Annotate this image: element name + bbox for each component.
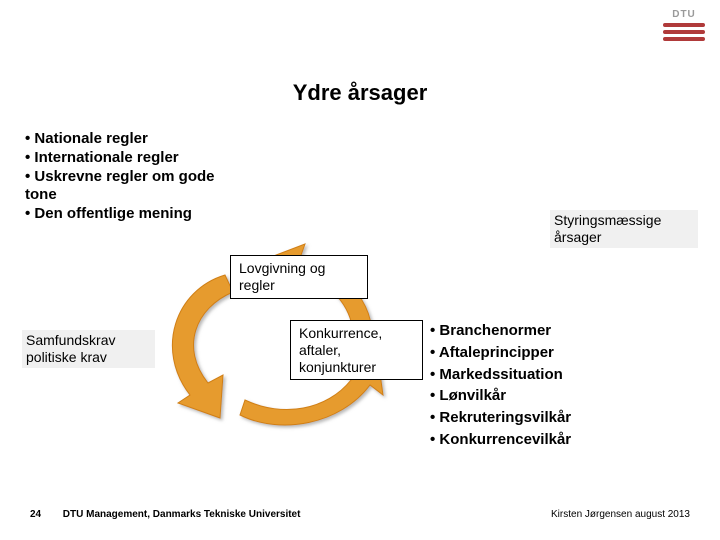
left-bullet: • Internationale regler	[25, 149, 235, 168]
label-styring-text: Styringsmæssige årsager	[554, 212, 661, 245]
left-bullet: • Den offentlige mening	[25, 205, 235, 224]
dtu-logo-bar	[663, 30, 705, 34]
box-konkurrence-text: Konkurrence, aftaler, konjunkturer	[299, 325, 382, 375]
left-bullet: • Uskrevne regler om gode tone	[25, 168, 235, 206]
label-samfundskrav: Samfundskrav politiske krav	[22, 330, 155, 368]
dtu-logo-text: DTU	[663, 10, 705, 20]
dtu-logo-bar	[663, 23, 705, 27]
right-bullet: • Rekruteringsvilkår	[430, 407, 571, 429]
label-styring: Styringsmæssige årsager	[550, 210, 698, 248]
right-bullet: • Aftaleprincipper	[430, 342, 571, 364]
box-lovgivning: Lovgivning og regler	[230, 255, 368, 299]
dtu-logo-lines	[663, 23, 705, 41]
right-bullet: • Markedssituation	[430, 364, 571, 386]
box-lovgivning-text: Lovgivning og regler	[239, 260, 325, 293]
right-bullet: • Branchenormer	[430, 320, 571, 342]
dtu-logo-bar	[663, 37, 705, 41]
footer-dept: DTU Management, Danmarks Tekniske Univer…	[63, 509, 301, 520]
right-bullet: • Konkurrencevilkår	[430, 429, 571, 451]
dtu-logo: DTU	[663, 10, 705, 44]
slide-title: Ydre årsager	[0, 80, 720, 106]
slide-number: 24	[30, 509, 60, 520]
label-samfundskrav-text: Samfundskrav politiske krav	[26, 332, 115, 365]
right-bullet: • Lønvilkår	[430, 385, 571, 407]
left-bullet-list: • Nationale regler • Internationale regl…	[25, 130, 235, 224]
right-bullet-list: • Branchenormer • Aftaleprincipper • Mar…	[430, 320, 571, 451]
left-bullet: • Nationale regler	[25, 130, 235, 149]
box-konkurrence: Konkurrence, aftaler, konjunkturer	[290, 320, 423, 380]
footer-author: Kirsten Jørgensen august 2013	[551, 509, 690, 520]
